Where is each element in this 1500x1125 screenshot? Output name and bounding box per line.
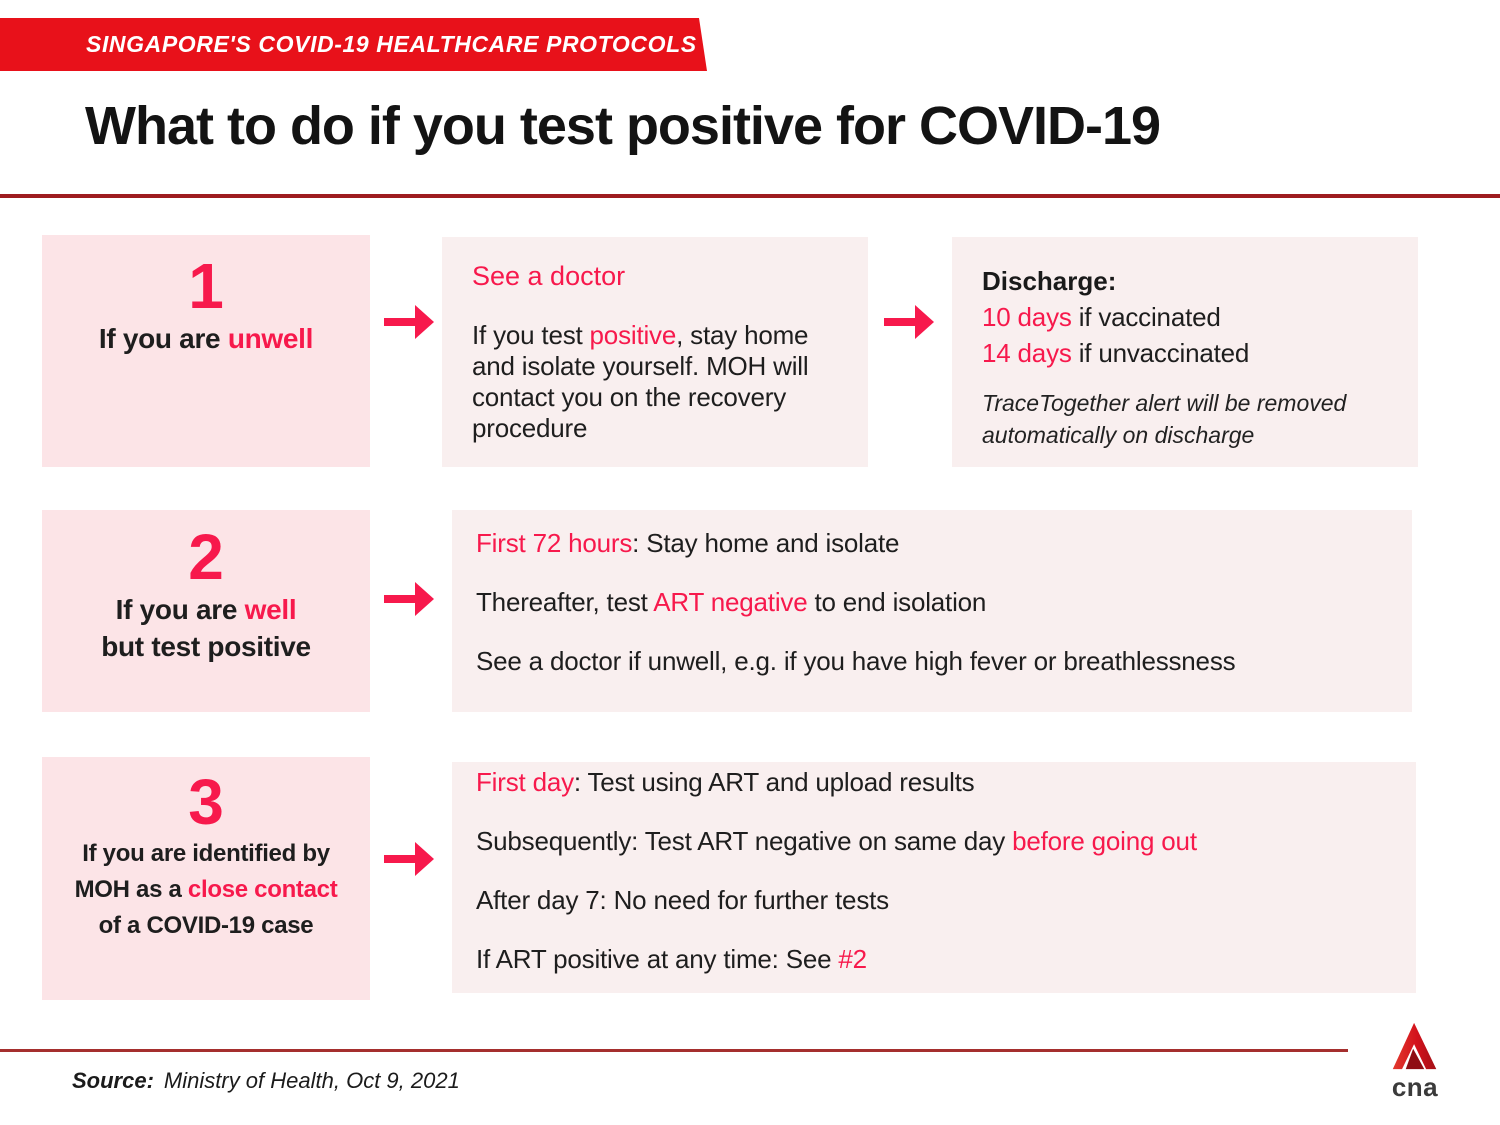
well-but-positive-card: First 72 hours: Stay home and isolate Th…	[452, 510, 1412, 712]
step-box-2: 2 If you are well but test positive	[42, 510, 370, 712]
banner-label: SINGAPORE'S COVID-19 HEALTHCARE PROTOCOL…	[86, 31, 697, 57]
source-line: Source: Ministry of Health, Oct 9, 2021	[72, 1068, 460, 1094]
step-label: If you are well	[42, 591, 370, 628]
source-label: Source:	[72, 1068, 154, 1093]
card-line: First day: Test using ART and upload res…	[476, 767, 1392, 797]
card-line: If ART positive at any time: See #2	[476, 944, 1392, 974]
close-contact-card: First day: Test using ART and upload res…	[452, 762, 1416, 993]
text-segment-accent: close contact	[187, 876, 338, 904]
see-doctor-card: See a doctor If you test positive, stay …	[442, 237, 868, 467]
text-segment: if unvaccinated	[1071, 338, 1250, 368]
text-segment-accent: #2	[838, 944, 867, 974]
card-line: See a doctor if unwell, e.g. if you have…	[476, 646, 1236, 676]
card-line: 14 days if unvaccinated	[982, 335, 1388, 371]
text-segment: If you are	[98, 323, 228, 355]
text-segment: Subsequently: Test ART negative on same …	[476, 826, 1013, 856]
arrow-right-icon	[884, 305, 934, 339]
text-segment-accent: ART negative	[653, 587, 808, 617]
card-line: Subsequently: Test ART negative on same …	[476, 826, 1392, 856]
card-line: 10 days if vaccinated	[982, 299, 1388, 335]
arrow-right-icon	[384, 582, 434, 616]
step-label: of a COVID-19 case	[98, 912, 314, 940]
banner-ribbon: SINGAPORE'S COVID-19 HEALTHCARE PROTOCOL…	[0, 18, 707, 71]
text-segment: If ART positive at any time: See	[476, 944, 839, 974]
step-label: If you are identified by	[82, 840, 330, 868]
text-segment: , stay home and isolate yourself. MOH wi…	[472, 320, 809, 443]
text-segment: : Test using ART and upload results	[573, 767, 975, 797]
text-segment-accent: well	[244, 594, 297, 626]
text-segment-accent: First 72 hours	[476, 528, 633, 558]
text-segment: MOH as a	[74, 876, 188, 904]
page-title: What to do if you test positive for COVI…	[85, 96, 1161, 156]
arrow-right-icon	[384, 842, 434, 876]
step-label: If you are unwell	[42, 320, 370, 357]
text-segment-accent: First day	[476, 767, 574, 797]
text-segment-accent: before going out	[1012, 826, 1197, 856]
step-box-1: 1 If you are unwell	[42, 235, 370, 467]
title-divider	[0, 194, 1500, 198]
cna-logo-wordmark: cna	[1391, 1072, 1439, 1102]
step-number: 3	[188, 766, 224, 838]
card-line: After day 7: No need for further tests	[476, 885, 889, 915]
text-segment-accent: unwell	[227, 323, 314, 355]
step-box-3: 3 If you are identified by MOH as a clos…	[42, 757, 370, 1000]
step-number: 2	[188, 521, 224, 593]
text-segment: If you are	[115, 594, 245, 626]
source-value: Ministry of Health, Oct 9, 2021	[163, 1068, 460, 1093]
arrow-right-icon	[384, 305, 434, 339]
text-segment: If you test	[472, 320, 590, 350]
text-segment: if vaccinated	[1071, 302, 1221, 332]
cna-logo: cna	[1386, 1020, 1444, 1102]
text-segment: : Stay home and isolate	[632, 528, 900, 558]
text-segment-accent: 14 days	[982, 338, 1072, 368]
cna-logo-icon	[1392, 1022, 1437, 1070]
step-label: but test positive	[101, 631, 311, 663]
card-body: If you test positive, stay home and isol…	[472, 320, 838, 444]
discharge-note: TraceTogether alert will be removed auto…	[982, 390, 1347, 448]
card-line: First 72 hours: Stay home and isolate	[476, 528, 1388, 558]
discharge-card: Discharge: 10 days if vaccinated 14 days…	[952, 237, 1418, 467]
text-segment: Thereafter, test	[476, 587, 654, 617]
text-segment-accent: 10 days	[982, 302, 1072, 332]
card-heading: Discharge:	[982, 266, 1117, 296]
step-label: MOH as a close contact	[42, 872, 370, 908]
step-number: 1	[188, 250, 224, 322]
card-line: Thereafter, test ART negative to end iso…	[476, 587, 1388, 617]
footer-divider	[0, 1049, 1348, 1052]
text-segment-accent: positive	[589, 320, 677, 350]
text-segment: to end isolation	[807, 587, 987, 617]
card-heading: See a doctor	[472, 261, 626, 291]
